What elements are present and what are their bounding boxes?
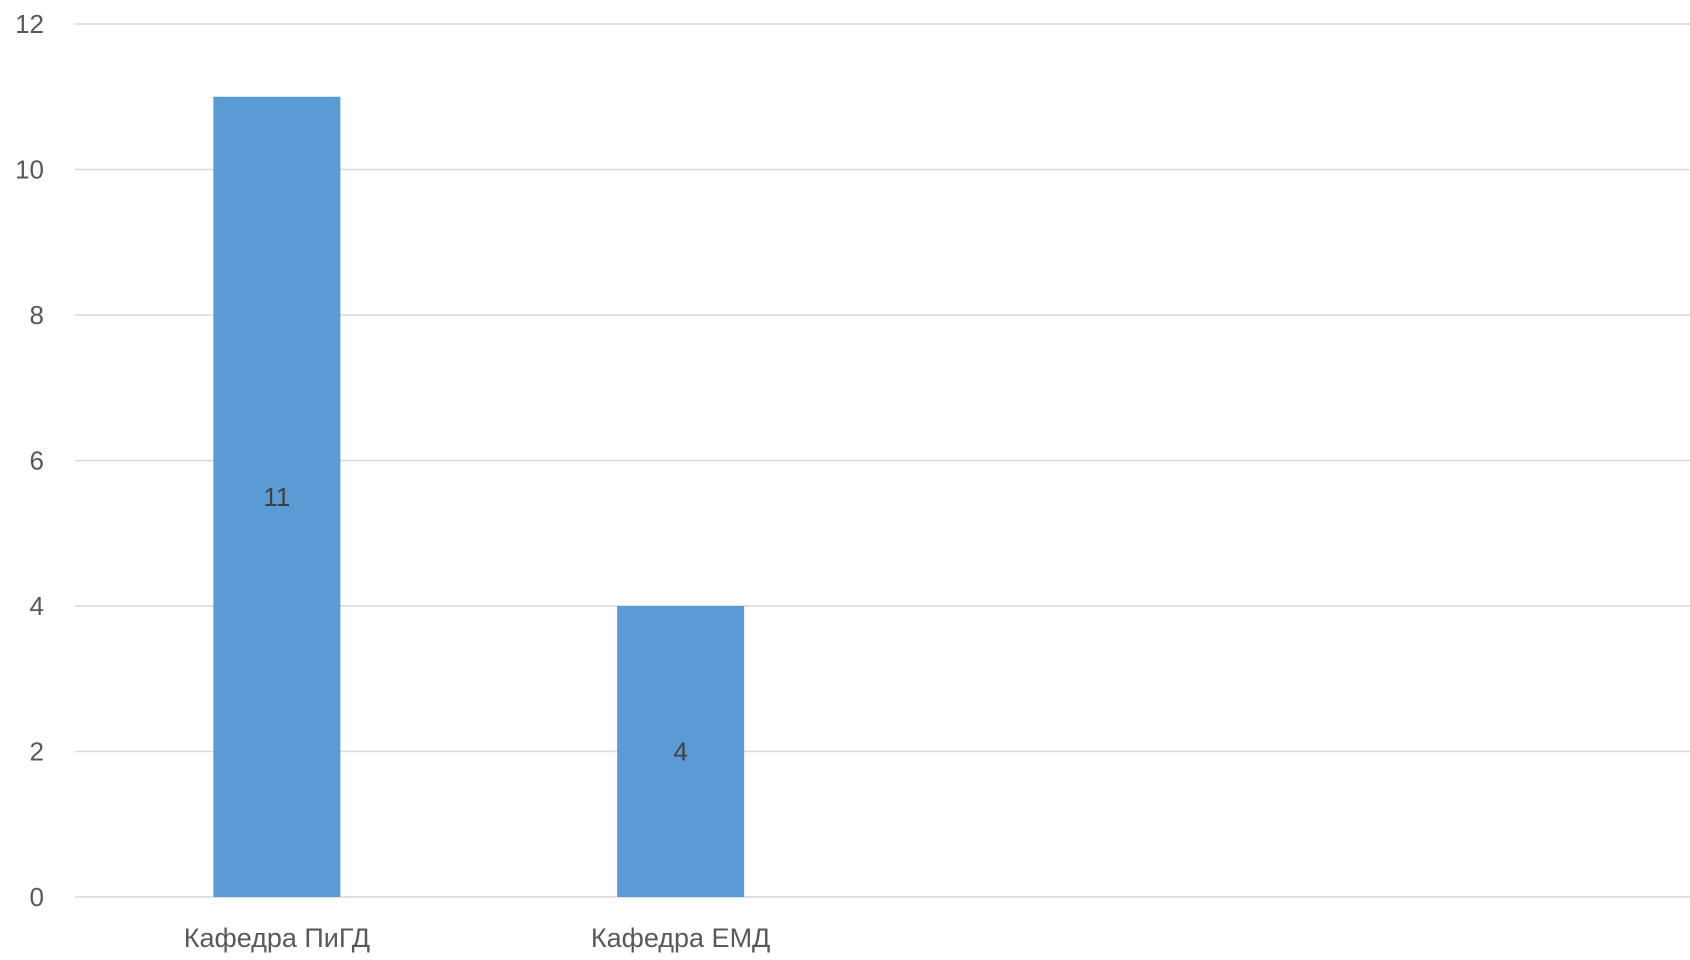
y-tick-label: 10	[15, 155, 44, 185]
data-label-1: 11	[263, 482, 290, 512]
gridlines	[75, 23, 1690, 898]
data-labels: 11 4	[263, 482, 687, 767]
y-tick-label: 12	[15, 9, 44, 39]
y-axis-tick-labels: 0 2 4 6 8 10 12	[15, 9, 44, 912]
data-label-2: 4	[673, 737, 687, 767]
y-tick-label: 6	[30, 446, 44, 476]
bars	[213, 96, 745, 897]
bar-1	[213, 96, 341, 897]
y-tick-label: 2	[30, 737, 44, 767]
y-tick-label: 4	[30, 591, 44, 621]
bar-2	[617, 606, 745, 897]
y-tick-label: 8	[30, 300, 44, 330]
x-axis-tick-labels: Кафедра ПиГД Кафедра ЕМД	[184, 923, 771, 953]
x-tick-label-2: Кафедра ЕМД	[591, 923, 770, 953]
y-tick-label: 0	[30, 882, 44, 912]
x-tick-label-1: Кафедра ПиГД	[184, 923, 370, 953]
